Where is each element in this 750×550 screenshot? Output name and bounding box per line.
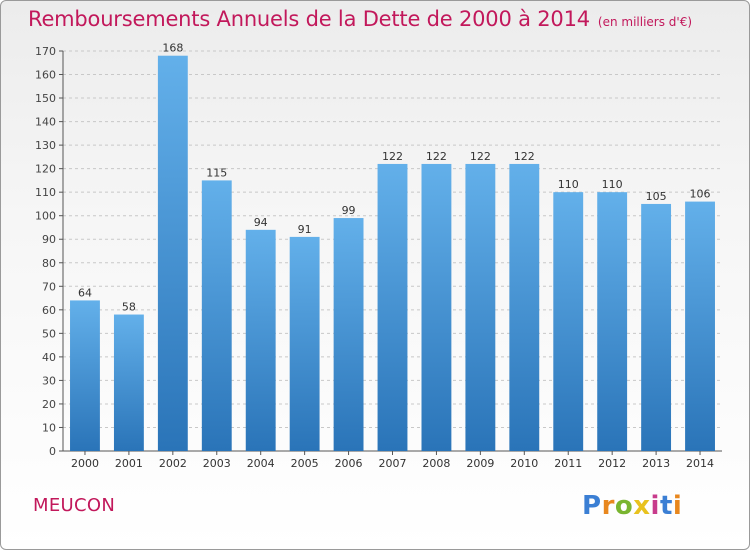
chart-unit-note: (en milliers d'€): [597, 15, 693, 29]
y-tick-label: 90: [42, 233, 56, 246]
bar-value-label: 110: [602, 178, 623, 191]
x-tick-label: 2011: [554, 457, 582, 470]
bar: [70, 300, 100, 451]
bar-value-label: 58: [122, 301, 136, 314]
y-tick-label: 0: [49, 445, 56, 458]
logo-letter: o: [614, 491, 634, 521]
y-tick-label: 60: [42, 304, 56, 317]
bar: [553, 192, 584, 452]
proxiti-logo: Proxiti: [582, 491, 682, 521]
bar-value-label: 122: [382, 150, 403, 163]
bar: [289, 236, 320, 451]
bar: [113, 314, 144, 451]
bar: [201, 180, 232, 452]
bar-value-label: 91: [298, 223, 312, 236]
x-tick-label: 2003: [203, 457, 231, 470]
logo-letter: t: [659, 491, 673, 521]
y-tick-label: 20: [42, 398, 56, 411]
bar-value-label: 64: [78, 286, 92, 299]
y-tick-label: 10: [42, 421, 56, 434]
logo-letter: i: [672, 491, 683, 521]
chart-title: Remboursements Annuels de la Dette de 20…: [28, 7, 692, 31]
y-tick-label: 120: [35, 163, 56, 176]
bar: [509, 163, 540, 452]
x-tick-label: 2009: [466, 457, 494, 470]
bar-value-label: 122: [470, 150, 491, 163]
x-tick-label: 2013: [642, 457, 670, 470]
bar: [641, 203, 672, 451]
bar-value-label: 115: [206, 166, 227, 179]
x-tick-label: 2012: [598, 457, 626, 470]
bar: [465, 163, 496, 452]
y-tick-label: 70: [42, 280, 56, 293]
logo-letter: x: [633, 491, 651, 521]
bar: [685, 201, 715, 451]
bar-value-label: 99: [342, 204, 356, 217]
x-tick-label: 2004: [247, 457, 275, 470]
x-tick-label: 2001: [115, 457, 143, 470]
bar-value-label: 110: [558, 178, 579, 191]
bar-value-label: 168: [162, 42, 183, 55]
x-tick-label: 2005: [291, 457, 319, 470]
y-tick-label: 50: [42, 327, 56, 340]
x-tick-label: 2000: [71, 457, 99, 470]
bar: [421, 163, 452, 452]
y-tick-label: 150: [35, 92, 56, 105]
y-tick-label: 130: [35, 139, 56, 152]
x-tick-label: 2010: [510, 457, 538, 470]
y-tick-label: 110: [35, 186, 56, 199]
logo-letter: r: [601, 491, 615, 521]
x-tick-label: 2002: [159, 457, 187, 470]
y-tick-label: 100: [35, 210, 56, 223]
x-tick-label: 2007: [379, 457, 407, 470]
bar: [377, 163, 408, 452]
bar-value-label: 105: [646, 190, 667, 203]
x-tick-label: 2006: [335, 457, 363, 470]
y-tick-label: 160: [35, 69, 56, 82]
logo-letter: i: [650, 491, 660, 521]
bar-value-label: 122: [514, 150, 535, 163]
x-tick-label: 2008: [422, 457, 450, 470]
y-tick-label: 170: [35, 45, 56, 58]
bar-value-label: 106: [690, 188, 711, 201]
x-tick-label: 2014: [686, 457, 714, 470]
logo-letter: P: [582, 491, 602, 521]
bar: [157, 55, 188, 452]
y-tick-label: 80: [42, 257, 56, 270]
commune-name: MEUCON: [33, 495, 116, 516]
bar: [333, 218, 364, 451]
bar-value-label: 122: [426, 150, 447, 163]
chart-title-text: Remboursements Annuels de la Dette de 20…: [28, 7, 590, 31]
y-tick-label: 140: [35, 116, 56, 129]
y-tick-label: 40: [42, 351, 56, 364]
bar: [597, 192, 628, 452]
y-tick-label: 30: [42, 374, 56, 387]
bar: [245, 229, 276, 451]
bar-value-label: 94: [254, 216, 268, 229]
